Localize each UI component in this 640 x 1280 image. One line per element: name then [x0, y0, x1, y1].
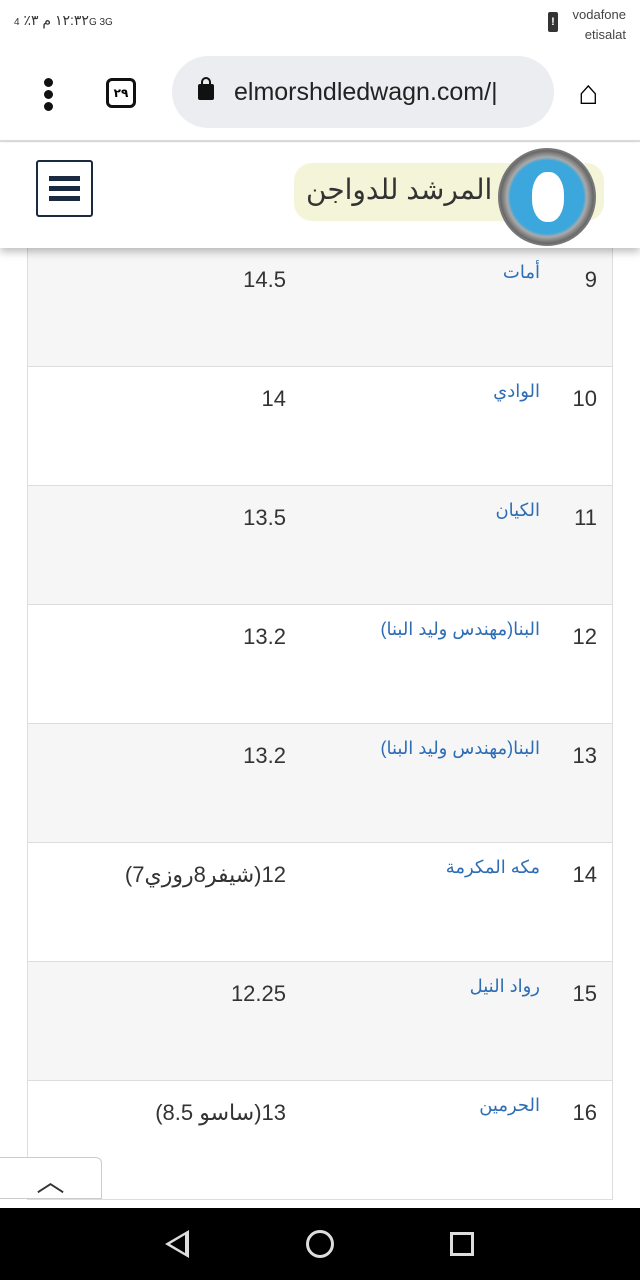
chevron-up-icon: ︿ [36, 1166, 65, 1197]
table-row: 16 الحرمين 13(ساسو 8.5) [28, 1081, 612, 1200]
table-row: 14 مكه المكرمة 12(شيفر8روزي7) [28, 843, 612, 962]
company-name-link[interactable]: أمات [502, 262, 540, 282]
url-text: elmorshdledwagn.com/| [234, 78, 498, 106]
price-value: 13.5 [243, 505, 286, 530]
status-bar: ١٢:٣٢ م ٣٪ 4G 3G ! vodafone etisalat [0, 0, 640, 48]
back-icon[interactable] [165, 1230, 189, 1258]
address-bar[interactable]: elmorshdledwagn.com/| [172, 56, 554, 128]
table-row: 13 البنا(مهندس وليد البنا) 13.2 [28, 724, 612, 843]
more-options-icon[interactable] [40, 78, 56, 112]
hamburger-menu-icon[interactable] [36, 160, 93, 217]
browser-toolbar: ٢٩ elmorshdledwagn.com/| ⌂ [0, 48, 640, 142]
home-icon[interactable]: ⌂ [578, 74, 599, 112]
price-value: 14 [261, 386, 286, 411]
price-value: 12(شيفر8روزي7) [124, 862, 286, 887]
company-name-link[interactable]: البنا(مهندس وليد البنا) [380, 738, 540, 758]
company-name-link[interactable]: الكيان [495, 500, 540, 520]
row-number: 9 [584, 267, 597, 292]
table-row: 9 أمات 14.5 [28, 248, 612, 367]
price-value: 12.25 [230, 981, 286, 1006]
table-row: 12 البنا(مهندس وليد البنا) 13.2 [28, 605, 612, 724]
price-table: 9 أمات 14.5 10 الوادي 14 11 الكيان 13.5 12 البنا(م… [27, 248, 613, 1200]
battery-alert-icon: ! [548, 12, 558, 32]
company-name-link[interactable]: رواد النيل [469, 976, 540, 996]
table-row: 10 الوادي 14 [28, 367, 612, 486]
signal-icon: 4G 3G [14, 17, 113, 28]
battery-level: ٣٪ [23, 12, 39, 28]
company-name-link[interactable]: البنا(مهندس وليد البنا) [380, 619, 540, 639]
lock-icon [198, 77, 214, 100]
row-number: 10 [572, 386, 597, 411]
logo-text[interactable]: المرشد للدواجن [306, 174, 493, 205]
chicken-logo-icon [498, 148, 596, 246]
carrier-2: etisalat [584, 27, 626, 42]
table-row: 11 الكيان 13.5 [28, 486, 612, 605]
company-name-link[interactable]: الحرمين [479, 1095, 540, 1115]
price-value: 14.5 [243, 267, 286, 292]
tab-switcher-button[interactable]: ٢٩ [106, 78, 136, 108]
row-number: 13 [572, 743, 597, 768]
recent-apps-icon[interactable] [450, 1232, 474, 1256]
row-number: 16 [572, 1100, 597, 1125]
home-button-icon[interactable] [306, 1230, 334, 1258]
row-number: 11 [574, 505, 597, 530]
price-value: 13.2 [243, 743, 286, 768]
company-name-link[interactable]: الوادي [493, 381, 540, 401]
price-value: 13.2 [243, 624, 286, 649]
carrier-1: vodafone [572, 7, 627, 22]
company-name-link[interactable]: مكه المكرمة [445, 857, 540, 877]
row-number: 14 [572, 862, 597, 887]
clock: ١٢:٣٢ م [42, 12, 89, 28]
scroll-to-top-button[interactable]: ︿ [0, 1157, 102, 1199]
site-header: المرشد للدواجن [0, 143, 640, 248]
row-number: 12 [572, 624, 597, 649]
price-value: 13(ساسو 8.5) [155, 1100, 286, 1125]
android-nav-bar [0, 1208, 640, 1280]
table-row: 15 رواد النيل 12.25 [28, 962, 612, 1081]
row-number: 15 [572, 981, 597, 1006]
